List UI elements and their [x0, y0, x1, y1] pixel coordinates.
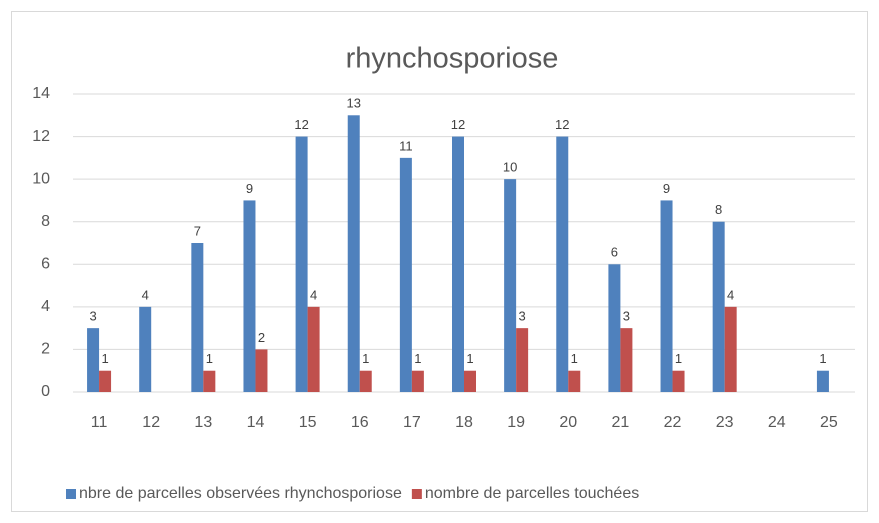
data-label: 7	[194, 223, 201, 238]
bar	[464, 370, 476, 392]
data-label: 1	[414, 351, 421, 366]
data-label: 1	[819, 351, 826, 366]
bar	[608, 264, 621, 392]
data-label: 4	[310, 287, 317, 302]
data-label: 2	[258, 330, 265, 345]
chart-title: rhynchosporiose	[346, 43, 559, 75]
data-label: 6	[611, 245, 618, 260]
bar	[255, 349, 268, 392]
data-label: 4	[142, 287, 149, 302]
data-label: 11	[399, 138, 413, 153]
data-label: 1	[466, 351, 473, 366]
x-tick-label: 24	[768, 414, 786, 431]
y-tick-label: 4	[41, 298, 50, 315]
bar	[295, 136, 308, 392]
x-tick-label: 12	[142, 414, 160, 431]
x-tick-label: 17	[403, 414, 421, 431]
x-tick-label: 11	[91, 414, 108, 431]
x-tick-label: 21	[612, 414, 630, 431]
y-tick-label: 10	[32, 170, 50, 187]
legend-swatch	[411, 489, 422, 499]
data-label: 4	[727, 287, 734, 302]
x-tick-label: 13	[194, 414, 212, 431]
data-label: 1	[101, 351, 108, 366]
y-tick-label: 0	[41, 383, 50, 400]
bar	[399, 157, 412, 392]
bar	[516, 328, 529, 392]
bar	[620, 328, 633, 392]
x-tick-label: 16	[351, 414, 369, 431]
legend-label: nbre de parcelles observées rhynchospori…	[79, 485, 402, 502]
bar	[359, 370, 372, 392]
bar	[556, 136, 569, 392]
data-label: 1	[571, 351, 578, 366]
x-tick-label: 23	[716, 414, 734, 431]
bar	[724, 306, 737, 392]
x-tick-label: 15	[299, 414, 317, 431]
data-label: 13	[346, 96, 360, 111]
legend-label: nombre de parcelles touchées	[425, 485, 639, 502]
bar	[191, 243, 204, 392]
bar	[307, 306, 320, 392]
bar	[452, 136, 464, 392]
y-tick-label: 2	[41, 341, 50, 358]
data-label: 1	[206, 351, 213, 366]
data-label: 8	[715, 202, 722, 217]
bar	[87, 328, 100, 392]
bar	[712, 221, 725, 392]
data-label: 1	[362, 351, 369, 366]
data-label: 9	[246, 181, 253, 196]
bar	[347, 115, 360, 393]
data-label: 12	[294, 117, 308, 132]
y-tick-label: 12	[32, 128, 50, 145]
bar	[139, 306, 152, 392]
data-label: 12	[451, 117, 465, 132]
y-tick-label: 6	[41, 256, 50, 273]
data-label: 3	[623, 309, 630, 324]
x-tick-label: 19	[507, 414, 525, 431]
x-tick-label: 18	[455, 414, 473, 431]
bar	[411, 370, 424, 392]
legend-swatch	[66, 489, 76, 499]
x-tick-label: 20	[559, 414, 577, 431]
x-tick-label: 22	[664, 414, 682, 431]
bar	[660, 200, 673, 392]
data-label: 1	[675, 351, 682, 366]
y-tick-label: 14	[32, 85, 50, 102]
bar	[243, 200, 256, 392]
y-tick-label: 8	[41, 213, 50, 230]
data-label: 12	[555, 117, 569, 132]
x-tick-label: 14	[247, 414, 265, 431]
data-label: 3	[519, 309, 526, 324]
bar	[672, 370, 685, 392]
bar	[99, 370, 112, 392]
chart-border	[11, 11, 868, 512]
bar	[816, 370, 829, 392]
data-label: 10	[503, 160, 517, 175]
data-label: 9	[663, 181, 670, 196]
data-label: 3	[89, 309, 96, 324]
x-tick-label: 25	[820, 414, 838, 431]
bar	[504, 179, 517, 392]
bar	[203, 370, 216, 392]
bar	[568, 370, 581, 392]
